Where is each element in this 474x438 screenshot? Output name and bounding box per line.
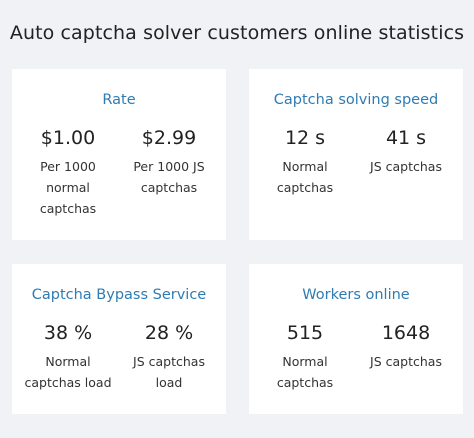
rate-normal-stat: $1.00 Per 1000 normal captchas <box>34 126 102 219</box>
stat-value: $1.00 <box>40 127 96 149</box>
workers-card: Workers online 515 Normal captchas 1648 … <box>249 264 463 414</box>
page-title: Auto captcha solver customers online sta… <box>9 22 465 44</box>
stat-value: 515 <box>286 322 324 344</box>
stat-value: 38 % <box>43 322 93 344</box>
stat-value: 12 s <box>284 127 326 149</box>
stat-label: Normal captchas <box>276 354 334 390</box>
rate-card-title: Rate <box>102 92 136 108</box>
speed-card-title: Captcha solving speed <box>273 92 439 108</box>
bypass-card: Captcha Bypass Service 38 % Normal captc… <box>12 264 226 414</box>
stat-label: JS captchas <box>370 354 442 369</box>
rate-card: Rate $1.00 Per 1000 normal captchas $2.9… <box>12 69 226 240</box>
stat-value: 28 % <box>144 322 194 344</box>
workers-js-stat: 1648 JS captchas <box>363 321 449 372</box>
bypass-normal-stat: 38 % Normal captchas load <box>22 321 114 393</box>
bypass-js-stat: 28 % JS captchas load <box>126 321 212 393</box>
stat-value: 41 s <box>385 127 427 149</box>
stat-value: 1648 <box>381 322 431 344</box>
workers-normal-stat: 515 Normal captchas <box>267 321 343 393</box>
speed-normal-stat: 12 s Normal captchas <box>267 126 343 198</box>
bypass-card-title: Captcha Bypass Service <box>31 287 207 303</box>
stat-label: Normal captchas <box>276 159 334 195</box>
speed-js-stat: 41 s JS captchas <box>363 126 449 177</box>
stat-label: Per 1000 normal captchas <box>39 159 97 216</box>
workers-card-title: Workers online <box>302 287 410 303</box>
rate-js-stat: $2.99 Per 1000 JS captchas <box>128 126 210 198</box>
stat-label: JS captchas <box>370 159 442 174</box>
stat-value: $2.99 <box>141 127 197 149</box>
stat-label: JS captchas load <box>133 354 205 390</box>
stat-label: Per 1000 JS captchas <box>133 159 205 195</box>
stat-label: Normal captchas load <box>24 354 112 390</box>
speed-card: Captcha solving speed 12 s Normal captch… <box>249 69 463 240</box>
